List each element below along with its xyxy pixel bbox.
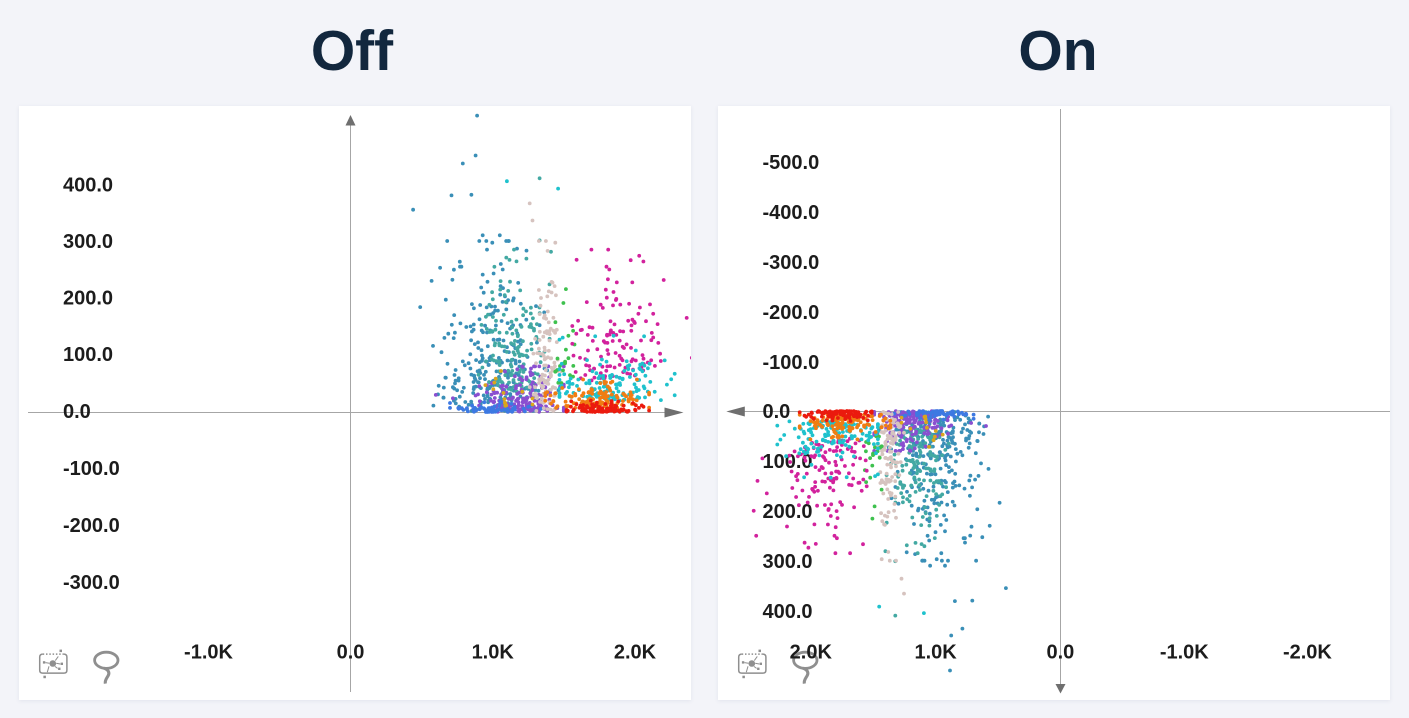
- svg-text:400.0: 400.0: [763, 601, 813, 623]
- svg-text:-300.0: -300.0: [763, 252, 820, 274]
- svg-text:100.0: 100.0: [63, 344, 113, 366]
- svg-text:300.0: 300.0: [63, 231, 113, 253]
- svg-text:0.0: 0.0: [763, 401, 791, 423]
- svg-text:-200.0: -200.0: [63, 515, 120, 537]
- svg-text:-400.0: -400.0: [763, 202, 820, 224]
- svg-text:1.0K: 1.0K: [472, 642, 515, 664]
- svg-text:-1.0K: -1.0K: [1160, 642, 1209, 664]
- svg-text:-1.0K: -1.0K: [184, 642, 233, 664]
- svg-text:2.0K: 2.0K: [614, 642, 657, 664]
- svg-text:0.0: 0.0: [337, 642, 365, 664]
- svg-text:-2.0K: -2.0K: [1283, 642, 1332, 664]
- svg-text:1.0K: 1.0K: [914, 642, 957, 664]
- svg-text:-200.0: -200.0: [763, 302, 820, 324]
- svg-text:100.0: 100.0: [763, 451, 813, 473]
- svg-text:-500.0: -500.0: [763, 152, 820, 174]
- svg-text:2.0K: 2.0K: [790, 642, 833, 664]
- svg-text:0.0: 0.0: [63, 401, 91, 423]
- svg-text:400.0: 400.0: [63, 175, 113, 197]
- svg-text:200.0: 200.0: [63, 288, 113, 310]
- svg-text:300.0: 300.0: [763, 551, 813, 573]
- svg-text:200.0: 200.0: [763, 501, 813, 523]
- svg-text:-100.0: -100.0: [763, 352, 820, 374]
- svg-text:-100.0: -100.0: [63, 458, 120, 480]
- svg-text:0.0: 0.0: [1046, 642, 1074, 664]
- svg-text:-300.0: -300.0: [63, 572, 120, 594]
